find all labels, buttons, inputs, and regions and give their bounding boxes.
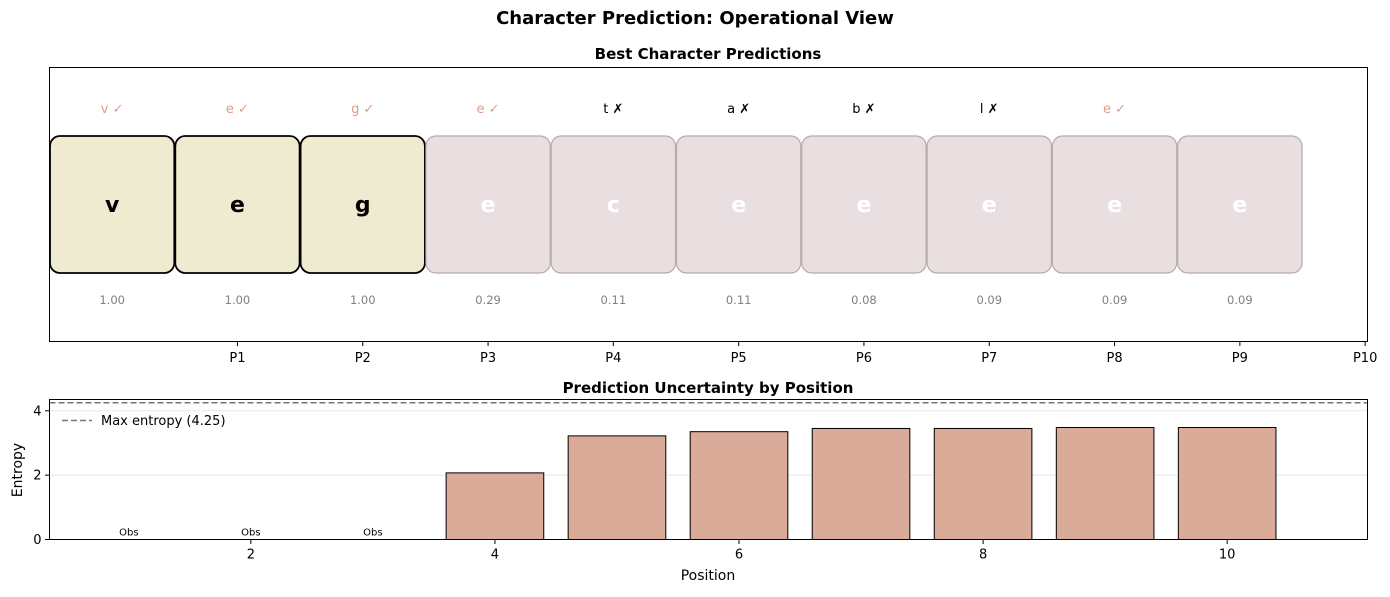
observed-bar-label: Obs [119, 528, 138, 539]
prediction-char: e [481, 193, 496, 218]
probability-label: 0.11 [601, 293, 627, 307]
entropy-title: Prediction Uncertainty by Position [563, 379, 854, 397]
prediction-char: e [230, 193, 245, 218]
legend-label: Max entropy (4.25) [101, 414, 226, 429]
position-ticks: P1 P2 P3 P4 P5 P6 P7 P8 P9 P10 [229, 342, 1377, 367]
probability-label: 0.11 [726, 293, 752, 307]
prediction-char: e [856, 193, 871, 218]
x-tick-label: 4 [491, 548, 499, 563]
truth-check-label: g ✓ [351, 102, 374, 117]
position-tick-label: P6 [856, 351, 872, 366]
truth-check-label: e ✓ [477, 102, 500, 117]
predictions-title: Best Character Predictions [595, 45, 822, 63]
entropy-bar [446, 473, 544, 540]
x-tick-label: 2 [247, 548, 255, 563]
entropy-bar [1056, 428, 1154, 540]
y-axis-label: Entropy [10, 443, 26, 497]
legend: Max entropy (4.25) [62, 414, 226, 429]
truth-check-label: l ✗ [980, 102, 999, 117]
entropy-bar [934, 428, 1032, 539]
probability-label: 1.00 [350, 293, 376, 307]
position-tick-label: P2 [355, 351, 371, 366]
x-tick-label: 10 [1219, 548, 1236, 563]
entropy-bar [568, 436, 666, 540]
prediction-char: e [731, 193, 746, 218]
entropy-bar [1178, 428, 1276, 540]
probability-label: 0.09 [1102, 293, 1128, 307]
observed-bar-label: Obs [363, 528, 382, 539]
x-tick-label: 6 [735, 548, 743, 563]
position-tick-label: P9 [1232, 351, 1248, 366]
position-tick-label: P7 [981, 351, 997, 366]
entropy-bar [812, 428, 910, 539]
position-tick-label: P8 [1106, 351, 1122, 366]
probability-label: 0.09 [1227, 293, 1253, 307]
prediction-char: c [607, 193, 620, 218]
truth-check-label: t ✗ [603, 102, 623, 117]
y-tick-label: 4 [33, 404, 41, 419]
position-tick-label: P10 [1353, 351, 1377, 366]
y-tick-label: 0 [33, 533, 41, 548]
observed-bar-label: Obs [241, 528, 260, 539]
probability-label: 1.00 [99, 293, 125, 307]
figure-title: Character Prediction: Operational View [496, 8, 894, 29]
probability-label: 0.29 [475, 293, 501, 307]
probability-label: 1.00 [225, 293, 251, 307]
entropy-bars: Obs Obs Obs [80, 428, 1276, 540]
prediction-char: e [1107, 193, 1122, 218]
truth-check-label: e ✓ [226, 102, 249, 117]
x-axis-label: Position [681, 568, 736, 584]
truth-check-label: a ✗ [727, 102, 750, 117]
probability-label: 0.08 [851, 293, 877, 307]
truth-check-label: v ✓ [101, 102, 124, 117]
position-tick-label: P4 [605, 351, 621, 366]
prediction-cells: v v ✓ 1.00 e e ✓ 1.00 g g ✓ 1.00 e e ✓ 0.29 c t ✗ 0.11… [50, 102, 1302, 307]
prediction-char: v [105, 193, 120, 218]
truth-check-label: e ✓ [1103, 102, 1126, 117]
prediction-char: g [355, 193, 371, 218]
position-tick-label: P1 [229, 351, 245, 366]
position-tick-label: P5 [731, 351, 747, 366]
entropy-bar [690, 432, 788, 540]
y-tick-label: 2 [33, 469, 41, 484]
predictions-panel: Best Character Predictions v v ✓ 1.00 e e ✓ 1… [50, 45, 1378, 366]
prediction-char: e [982, 193, 997, 218]
probability-label: 0.09 [976, 293, 1002, 307]
prediction-char: e [1232, 193, 1247, 218]
x-tick-label: 8 [979, 548, 987, 563]
position-tick-label: P3 [480, 351, 496, 366]
truth-check-label: b ✗ [852, 102, 875, 117]
